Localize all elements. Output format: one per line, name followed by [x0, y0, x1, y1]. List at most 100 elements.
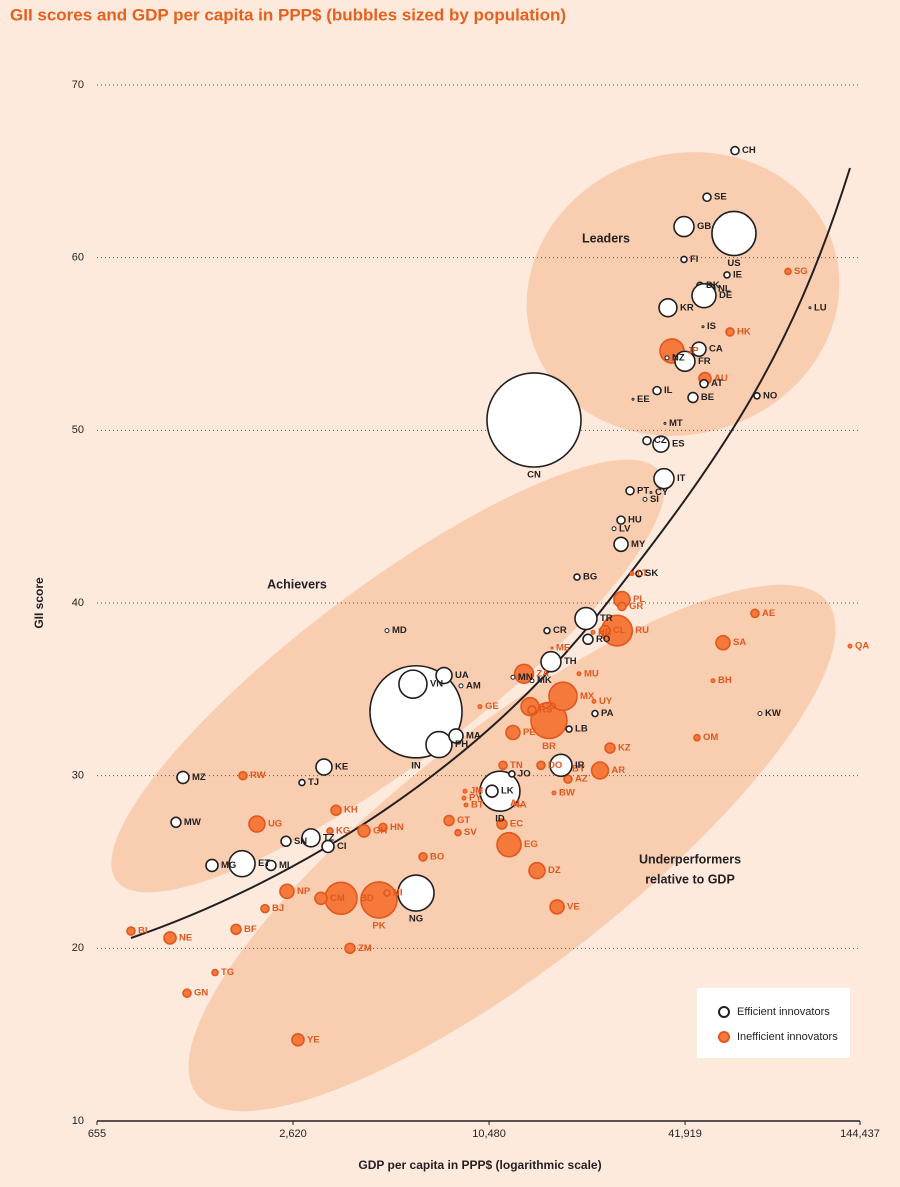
bubble — [510, 674, 516, 680]
point-label: RO — [596, 634, 610, 645]
point-label: UA — [455, 670, 469, 681]
point-label: NG — [409, 914, 423, 925]
point-label: SG — [794, 266, 808, 277]
x-tick-label: 41,919 — [668, 1128, 702, 1140]
point-label: ID — [495, 814, 505, 825]
point-label: EE — [637, 394, 650, 405]
point-label: MK — [537, 675, 552, 686]
point-label: IR — [575, 760, 585, 771]
point-label: LV — [619, 523, 631, 534]
bubble — [625, 485, 635, 496]
bubble — [847, 643, 853, 649]
y-tick-label: 10 — [72, 1115, 84, 1127]
legend-marker — [718, 1006, 730, 1018]
point-label: AZ — [575, 774, 588, 785]
bubble — [723, 271, 731, 279]
bubble — [321, 839, 335, 854]
legend-label: Inefficient innovators — [737, 1031, 838, 1043]
bubble — [398, 669, 428, 699]
point-label: CY — [655, 487, 669, 498]
bubble — [505, 724, 521, 741]
y-tick-label: 30 — [72, 770, 84, 782]
bubble — [344, 942, 356, 955]
point-label: IS — [707, 321, 716, 332]
bubble — [635, 569, 643, 578]
point-label: LK — [501, 786, 514, 797]
point-label: BO — [430, 851, 444, 862]
point-label: GT — [457, 815, 470, 826]
bubble — [658, 297, 678, 318]
x-tick-label: 10,480 — [472, 1128, 506, 1140]
bubble — [228, 849, 256, 878]
point-label: ZM — [358, 943, 372, 954]
bubble — [691, 341, 707, 357]
point-label: PT — [637, 485, 649, 496]
bubble — [574, 606, 598, 631]
bubble — [725, 327, 735, 337]
bubble — [616, 515, 626, 525]
bubble — [301, 828, 321, 848]
point-label: TJ — [308, 777, 319, 788]
point-label: MZ — [192, 772, 206, 783]
point-label: SA — [733, 637, 746, 648]
y-tick-label: 20 — [72, 942, 84, 954]
legend-marker — [718, 1031, 730, 1043]
bubble — [238, 770, 248, 781]
point-label: US — [727, 258, 740, 269]
point-label: DO — [548, 760, 562, 771]
bubble — [454, 828, 462, 837]
point-label: SV — [464, 827, 477, 838]
point-label: CZ — [654, 435, 667, 446]
point-label: CH — [742, 145, 756, 156]
point-label: CR — [553, 625, 567, 636]
point-label: IE — [733, 269, 742, 280]
point-label: BJ — [272, 903, 284, 914]
bubble — [527, 705, 537, 715]
point-label: FI — [690, 254, 698, 265]
bubble — [529, 678, 535, 684]
point-label: NI — [393, 888, 403, 899]
point-label: SN — [294, 836, 307, 847]
bubble — [291, 1033, 305, 1047]
bubble — [418, 852, 428, 862]
point-label: IN — [411, 760, 421, 771]
bubble — [496, 831, 522, 858]
bubble — [582, 633, 594, 646]
point-label: TH — [564, 656, 577, 667]
legend-label: Efficient innovators — [737, 1006, 830, 1018]
point-label: SI — [650, 494, 659, 505]
bubble — [590, 629, 596, 635]
bubble — [496, 818, 508, 830]
point-label: LU — [814, 302, 827, 313]
x-tick-label: 144,437 — [840, 1128, 880, 1140]
bubble — [461, 795, 467, 801]
bubble — [563, 774, 573, 784]
bubble — [576, 671, 582, 677]
point-label: JM — [470, 786, 483, 797]
point-label: LT — [637, 568, 648, 579]
bubble — [611, 526, 617, 532]
bubble — [699, 378, 709, 389]
bubble — [629, 571, 635, 577]
point-label: GN — [194, 988, 208, 999]
point-label: AT — [711, 378, 723, 389]
bubble — [549, 899, 565, 915]
bubble — [357, 824, 371, 838]
bubble — [631, 397, 635, 401]
bubble — [548, 681, 578, 712]
point-label: MT — [669, 418, 683, 429]
bubble — [617, 601, 627, 612]
bubble — [383, 889, 391, 897]
bubble — [674, 350, 696, 373]
point-label: PH — [455, 739, 468, 750]
point-label: VE — [567, 901, 580, 912]
bubble — [551, 790, 557, 796]
bubble — [163, 931, 177, 945]
annotation: relative to GDP — [645, 872, 735, 886]
point-label: MD — [392, 625, 407, 636]
bubble — [590, 761, 610, 780]
legend-box — [697, 988, 850, 1058]
point-label: KG — [336, 825, 350, 836]
point-label: DK — [706, 280, 720, 291]
point-label: CM — [330, 893, 345, 904]
